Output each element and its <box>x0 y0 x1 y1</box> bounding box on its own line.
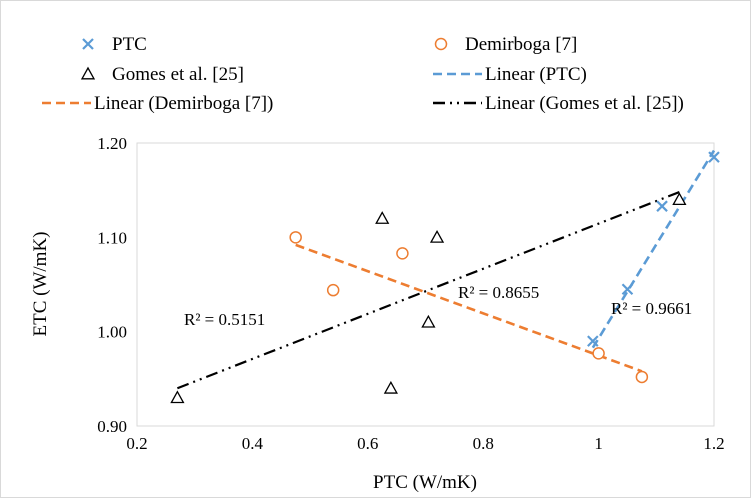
x-tick-label: 0.8 <box>473 434 494 453</box>
data-point-series1-0 <box>289 231 302 244</box>
data-point-series1-4 <box>635 370 649 384</box>
legend-marker-1 <box>434 37 448 51</box>
data-point-series2-3 <box>421 314 436 328</box>
data-point-series0-1-stroke-b <box>621 283 634 295</box>
r2-labels: R² = 0.9661 R² = 0.8655 R² = 0.5151 <box>184 283 692 329</box>
data-point-series2-2 <box>383 380 398 394</box>
x-tick-label: 0.2 <box>126 434 147 453</box>
data-point-series0-2 <box>656 200 668 212</box>
data-point-series0-2-stroke-b <box>656 200 668 212</box>
data-point-series0-3 <box>708 151 720 163</box>
y-tick-label: 1.00 <box>97 323 127 342</box>
data-point-series2-5 <box>672 192 687 206</box>
data-point-series1-2 <box>396 247 409 260</box>
y-tick-label: 0.90 <box>97 417 127 436</box>
legend-label: PTC <box>112 34 147 55</box>
data-point-series1-3 <box>592 347 605 360</box>
legend-marker-2 <box>80 66 96 80</box>
legend-marker-0 <box>82 38 94 50</box>
axis-ticks: 0.2 0.4 0.6 0.8 1 1.2 0.90 1.00 1.10 1.20 <box>97 134 724 453</box>
data-points <box>170 151 720 404</box>
legend-label: Demirboga [7] <box>465 34 577 55</box>
legend-label: Gomes et al. [25] <box>112 64 244 85</box>
legend-label: Linear (Demirboga [7]) <box>94 93 273 114</box>
data-point-series2-4 <box>429 229 445 243</box>
data-point-series0-0-stroke-b <box>587 335 599 347</box>
x-tick-label: 0.6 <box>357 434 378 453</box>
x-axis-title: PTC (W/mK) <box>373 472 477 493</box>
x-tick-label: 0.4 <box>242 434 264 453</box>
r2-label: R² = 0.5151 <box>184 310 265 329</box>
legend-marker-0-stroke-b <box>82 38 94 50</box>
x-tick-label: 1 <box>594 434 603 453</box>
legend: PTC Demirboga [7] Gomes et al. [25] Linear … <box>42 34 684 114</box>
trendline-0 <box>591 149 716 349</box>
trendlines <box>176 149 716 390</box>
data-point-series0-1 <box>621 283 634 295</box>
plot-frame <box>136 142 715 427</box>
data-point-series2-0 <box>170 390 185 404</box>
data-point-series2-1 <box>375 211 390 224</box>
data-point-series0-3-stroke-b <box>708 151 720 163</box>
legend-label: Linear (PTC) <box>485 64 587 85</box>
y-tick-label: 1.10 <box>97 228 127 247</box>
y-axis-title: ETC (W/mK) <box>30 231 51 336</box>
r2-label: R² = 0.9661 <box>611 299 692 318</box>
data-point-series1-1 <box>326 283 340 297</box>
plot-area: 0.2 0.4 0.6 0.8 1 1.2 0.90 1.00 1.10 1.20 R² = 0.… <box>97 134 724 453</box>
trendline-1 <box>295 243 643 373</box>
y-tick-label: 1.20 <box>97 134 127 153</box>
legend-label: Linear (Gomes et al. [25]) <box>485 93 684 114</box>
x-tick-label: 1.2 <box>703 434 724 453</box>
r2-label: R² = 0.8655 <box>458 283 539 302</box>
data-point-series0-0 <box>587 335 599 347</box>
